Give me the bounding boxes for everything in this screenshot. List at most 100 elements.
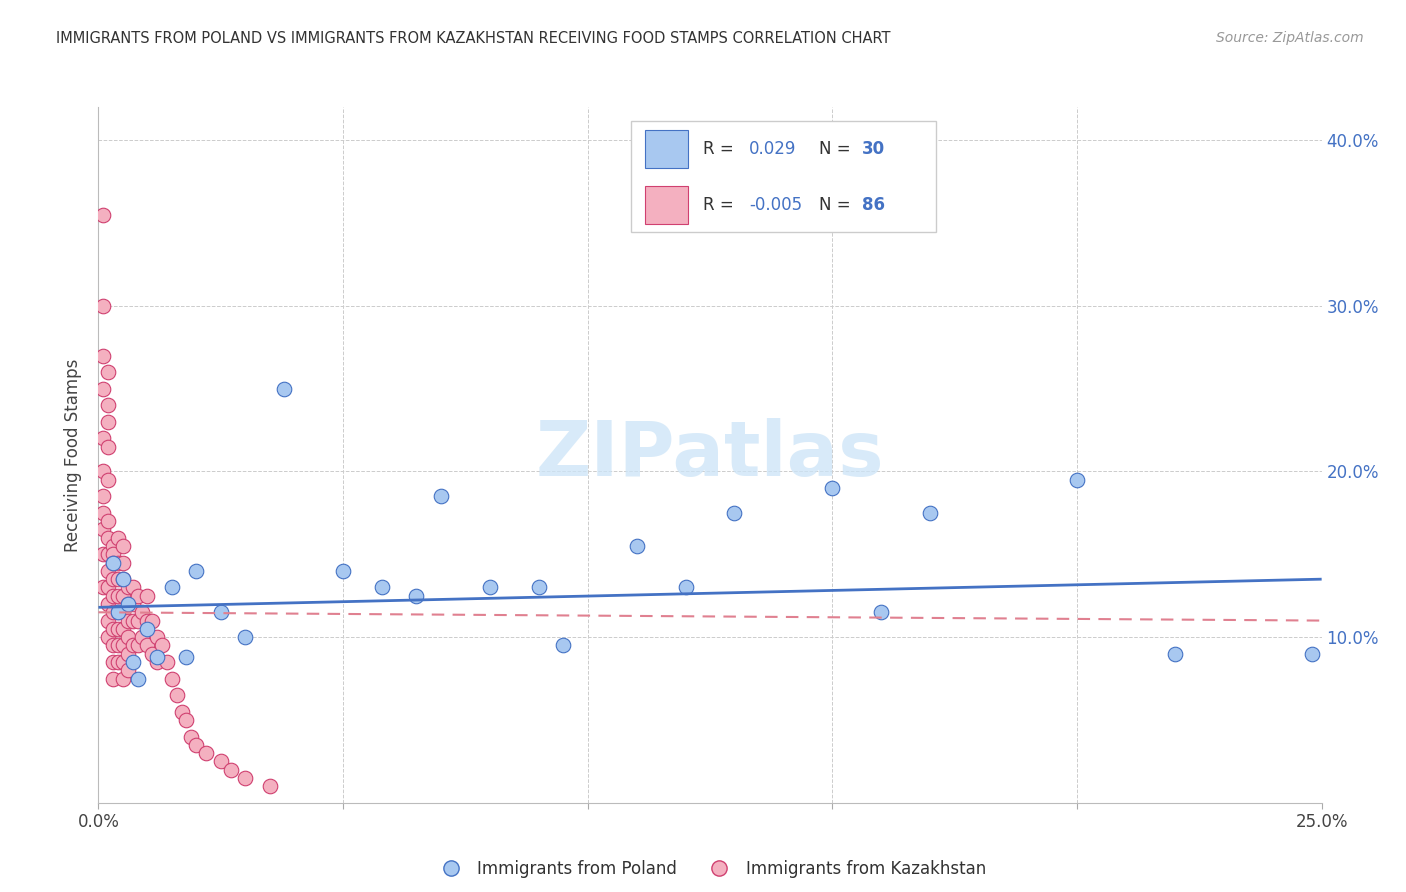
Point bbox=[97, 630, 120, 644]
Point bbox=[117, 597, 139, 611]
Legend: Immigrants from Poland, Immigrants from Kazakhstan: Immigrants from Poland, Immigrants from … bbox=[427, 854, 993, 885]
Point bbox=[117, 647, 139, 661]
Point bbox=[332, 564, 354, 578]
Point bbox=[91, 208, 114, 222]
Point bbox=[141, 647, 163, 661]
Point bbox=[121, 597, 143, 611]
Point bbox=[97, 614, 120, 628]
Point bbox=[170, 705, 193, 719]
Point bbox=[101, 672, 124, 686]
Point bbox=[111, 622, 134, 636]
Text: -0.005: -0.005 bbox=[749, 196, 803, 214]
Point bbox=[91, 465, 114, 479]
Point bbox=[91, 506, 114, 520]
Point bbox=[121, 614, 143, 628]
Point bbox=[141, 614, 163, 628]
Y-axis label: Receiving Food Stamps: Receiving Food Stamps bbox=[65, 359, 83, 551]
Point bbox=[219, 763, 242, 777]
Point bbox=[101, 639, 124, 653]
Point bbox=[91, 299, 114, 313]
Point bbox=[97, 581, 120, 595]
Point bbox=[91, 489, 114, 503]
Point bbox=[111, 572, 134, 586]
Point bbox=[117, 597, 139, 611]
Point bbox=[91, 581, 114, 595]
Point bbox=[146, 630, 169, 644]
Point bbox=[107, 531, 129, 545]
Bar bbox=[630, 121, 936, 232]
Point bbox=[131, 630, 153, 644]
Point bbox=[107, 655, 129, 669]
Point bbox=[1066, 473, 1088, 487]
Point bbox=[259, 779, 281, 793]
Point bbox=[107, 605, 129, 619]
Text: IMMIGRANTS FROM POLAND VS IMMIGRANTS FROM KAZAKHSTAN RECEIVING FOOD STAMPS CORRE: IMMIGRANTS FROM POLAND VS IMMIGRANTS FRO… bbox=[56, 31, 891, 46]
Point bbox=[101, 547, 124, 561]
Point bbox=[91, 523, 114, 537]
Point bbox=[111, 539, 134, 553]
Point bbox=[91, 349, 114, 363]
Point bbox=[160, 672, 183, 686]
Point bbox=[91, 382, 114, 396]
Point bbox=[176, 713, 198, 727]
Point bbox=[111, 605, 134, 619]
Point bbox=[121, 639, 143, 653]
Point bbox=[146, 650, 169, 665]
Point bbox=[131, 605, 153, 619]
Point bbox=[97, 415, 120, 429]
Point bbox=[127, 589, 149, 603]
Point bbox=[626, 539, 648, 553]
Point bbox=[101, 572, 124, 586]
Point bbox=[723, 506, 745, 520]
Point bbox=[107, 589, 129, 603]
Text: 30: 30 bbox=[862, 140, 884, 158]
Point bbox=[156, 655, 179, 669]
Point bbox=[91, 547, 114, 561]
Text: 86: 86 bbox=[862, 196, 884, 214]
Point bbox=[117, 614, 139, 628]
Point bbox=[127, 614, 149, 628]
Point bbox=[233, 771, 256, 785]
Point bbox=[186, 564, 208, 578]
Text: Source: ZipAtlas.com: Source: ZipAtlas.com bbox=[1216, 31, 1364, 45]
Point bbox=[111, 655, 134, 669]
Point bbox=[91, 431, 114, 445]
Point bbox=[121, 655, 143, 669]
Point bbox=[233, 630, 256, 644]
Point bbox=[107, 572, 129, 586]
Point bbox=[405, 589, 427, 603]
Point bbox=[97, 531, 120, 545]
Point bbox=[127, 672, 149, 686]
Point bbox=[136, 589, 159, 603]
Point bbox=[821, 481, 844, 495]
Point bbox=[101, 655, 124, 669]
Point bbox=[97, 597, 120, 611]
Point bbox=[117, 581, 139, 595]
Point bbox=[107, 556, 129, 570]
Point bbox=[107, 605, 129, 619]
Point bbox=[111, 589, 134, 603]
Bar bbox=[645, 130, 688, 169]
Point bbox=[97, 564, 120, 578]
Point bbox=[1301, 647, 1323, 661]
Point bbox=[146, 655, 169, 669]
Point bbox=[107, 639, 129, 653]
Point bbox=[101, 556, 124, 570]
Point bbox=[1164, 647, 1187, 661]
Point bbox=[920, 506, 942, 520]
Point bbox=[209, 755, 232, 769]
Point bbox=[176, 650, 198, 665]
Point bbox=[121, 581, 143, 595]
Point bbox=[166, 688, 188, 702]
Point bbox=[97, 547, 120, 561]
Point bbox=[186, 738, 208, 752]
Point bbox=[136, 639, 159, 653]
Text: ZIPatlas: ZIPatlas bbox=[536, 418, 884, 491]
Point bbox=[117, 630, 139, 644]
Point bbox=[136, 622, 159, 636]
Point bbox=[101, 556, 124, 570]
Point bbox=[97, 473, 120, 487]
Point bbox=[107, 622, 129, 636]
Point bbox=[127, 639, 149, 653]
Point bbox=[97, 398, 120, 412]
